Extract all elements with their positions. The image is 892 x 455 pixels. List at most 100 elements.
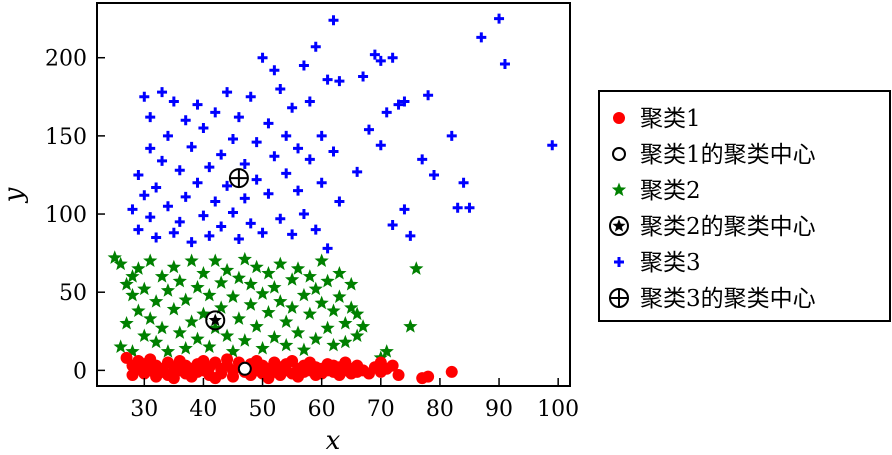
data-point [308,331,323,346]
data-point [304,96,315,107]
data-point [302,306,317,321]
data-point [273,256,288,271]
legend-marker [611,182,627,197]
y-tick-label: 50 [59,281,87,306]
x-tick-label: 30 [130,397,158,422]
data-point [216,221,227,232]
data-point [326,337,341,352]
data-point [231,311,247,325]
legend-label: 聚类2 [640,178,701,204]
data-point [192,177,203,188]
data-point [137,281,152,296]
data-point [547,140,558,151]
data-point [338,315,353,330]
data-point [350,328,365,343]
data-point [314,295,329,310]
data-point [261,265,276,280]
data-point [302,269,317,283]
data-point [267,330,282,344]
data-point [131,261,146,275]
data-point [381,107,392,118]
data-point [263,188,274,199]
x-tick-label: 100 [537,397,579,422]
data-point [148,294,164,308]
data-point [334,76,345,87]
data-point [322,74,333,85]
data-point [458,177,469,188]
data-point [226,370,239,383]
data-point [399,96,410,107]
y-tick-label: 200 [45,47,87,72]
data-point [417,154,428,165]
data-point [133,224,144,235]
legend-item: 聚类3的聚类中心 [609,286,816,312]
legend-label: 聚类1的聚类中心 [640,142,816,168]
legend-item: 聚类2 [611,178,701,204]
data-point [166,301,181,316]
y-tick-label: 100 [45,203,87,228]
legend-label: 聚类3的聚类中心 [640,286,816,312]
data-point [113,256,128,271]
data-point [275,83,286,94]
data-point [338,334,353,349]
data-point [198,210,209,221]
data-point [320,320,335,335]
data-point [145,143,156,154]
series-2 [107,250,424,364]
data-point [326,303,341,318]
data-point [168,96,179,107]
data-point [375,140,386,151]
data-point [445,365,458,378]
data-point [249,259,264,274]
data-point [344,276,359,291]
data-point [296,342,312,357]
data-point [296,287,312,302]
data-point [157,155,168,166]
data-point [239,159,250,170]
x-tick-label: 80 [426,397,454,422]
series-3 [127,13,558,254]
data-point [261,305,276,319]
data-point [279,337,294,352]
data-point [151,182,162,193]
legend-marker [609,288,629,308]
data-point [328,15,339,26]
data-point [160,344,176,358]
x-tick-label: 60 [308,397,336,422]
data-point [269,65,280,76]
data-point [237,251,252,266]
data-point [409,261,424,275]
data-point [160,283,176,297]
data-point [245,218,256,229]
data-point [204,162,215,173]
data-point [269,151,280,162]
data-point [363,124,374,135]
data-point [184,314,199,328]
data-point [214,300,229,314]
data-point [148,334,164,349]
data-point [227,207,238,218]
data-point [172,273,187,288]
data-point [233,234,244,245]
data-point [139,190,150,201]
data-point [314,253,329,268]
data-point [310,224,321,235]
data-point [429,169,440,180]
data-point [180,115,191,126]
data-point [214,275,229,289]
data-point [219,328,235,343]
data-point [172,325,187,339]
data-point [284,300,300,314]
data-point [387,52,398,63]
y-axis: 0 50 100 150 200 [45,47,105,384]
data-point [387,219,398,230]
legend-marker [614,257,624,267]
legend-box [598,90,891,322]
cluster-center-2 [205,310,226,331]
data-point [210,107,221,118]
data-point [186,237,197,248]
data-point [192,99,203,110]
data-point [222,87,233,98]
data-point [245,91,256,102]
